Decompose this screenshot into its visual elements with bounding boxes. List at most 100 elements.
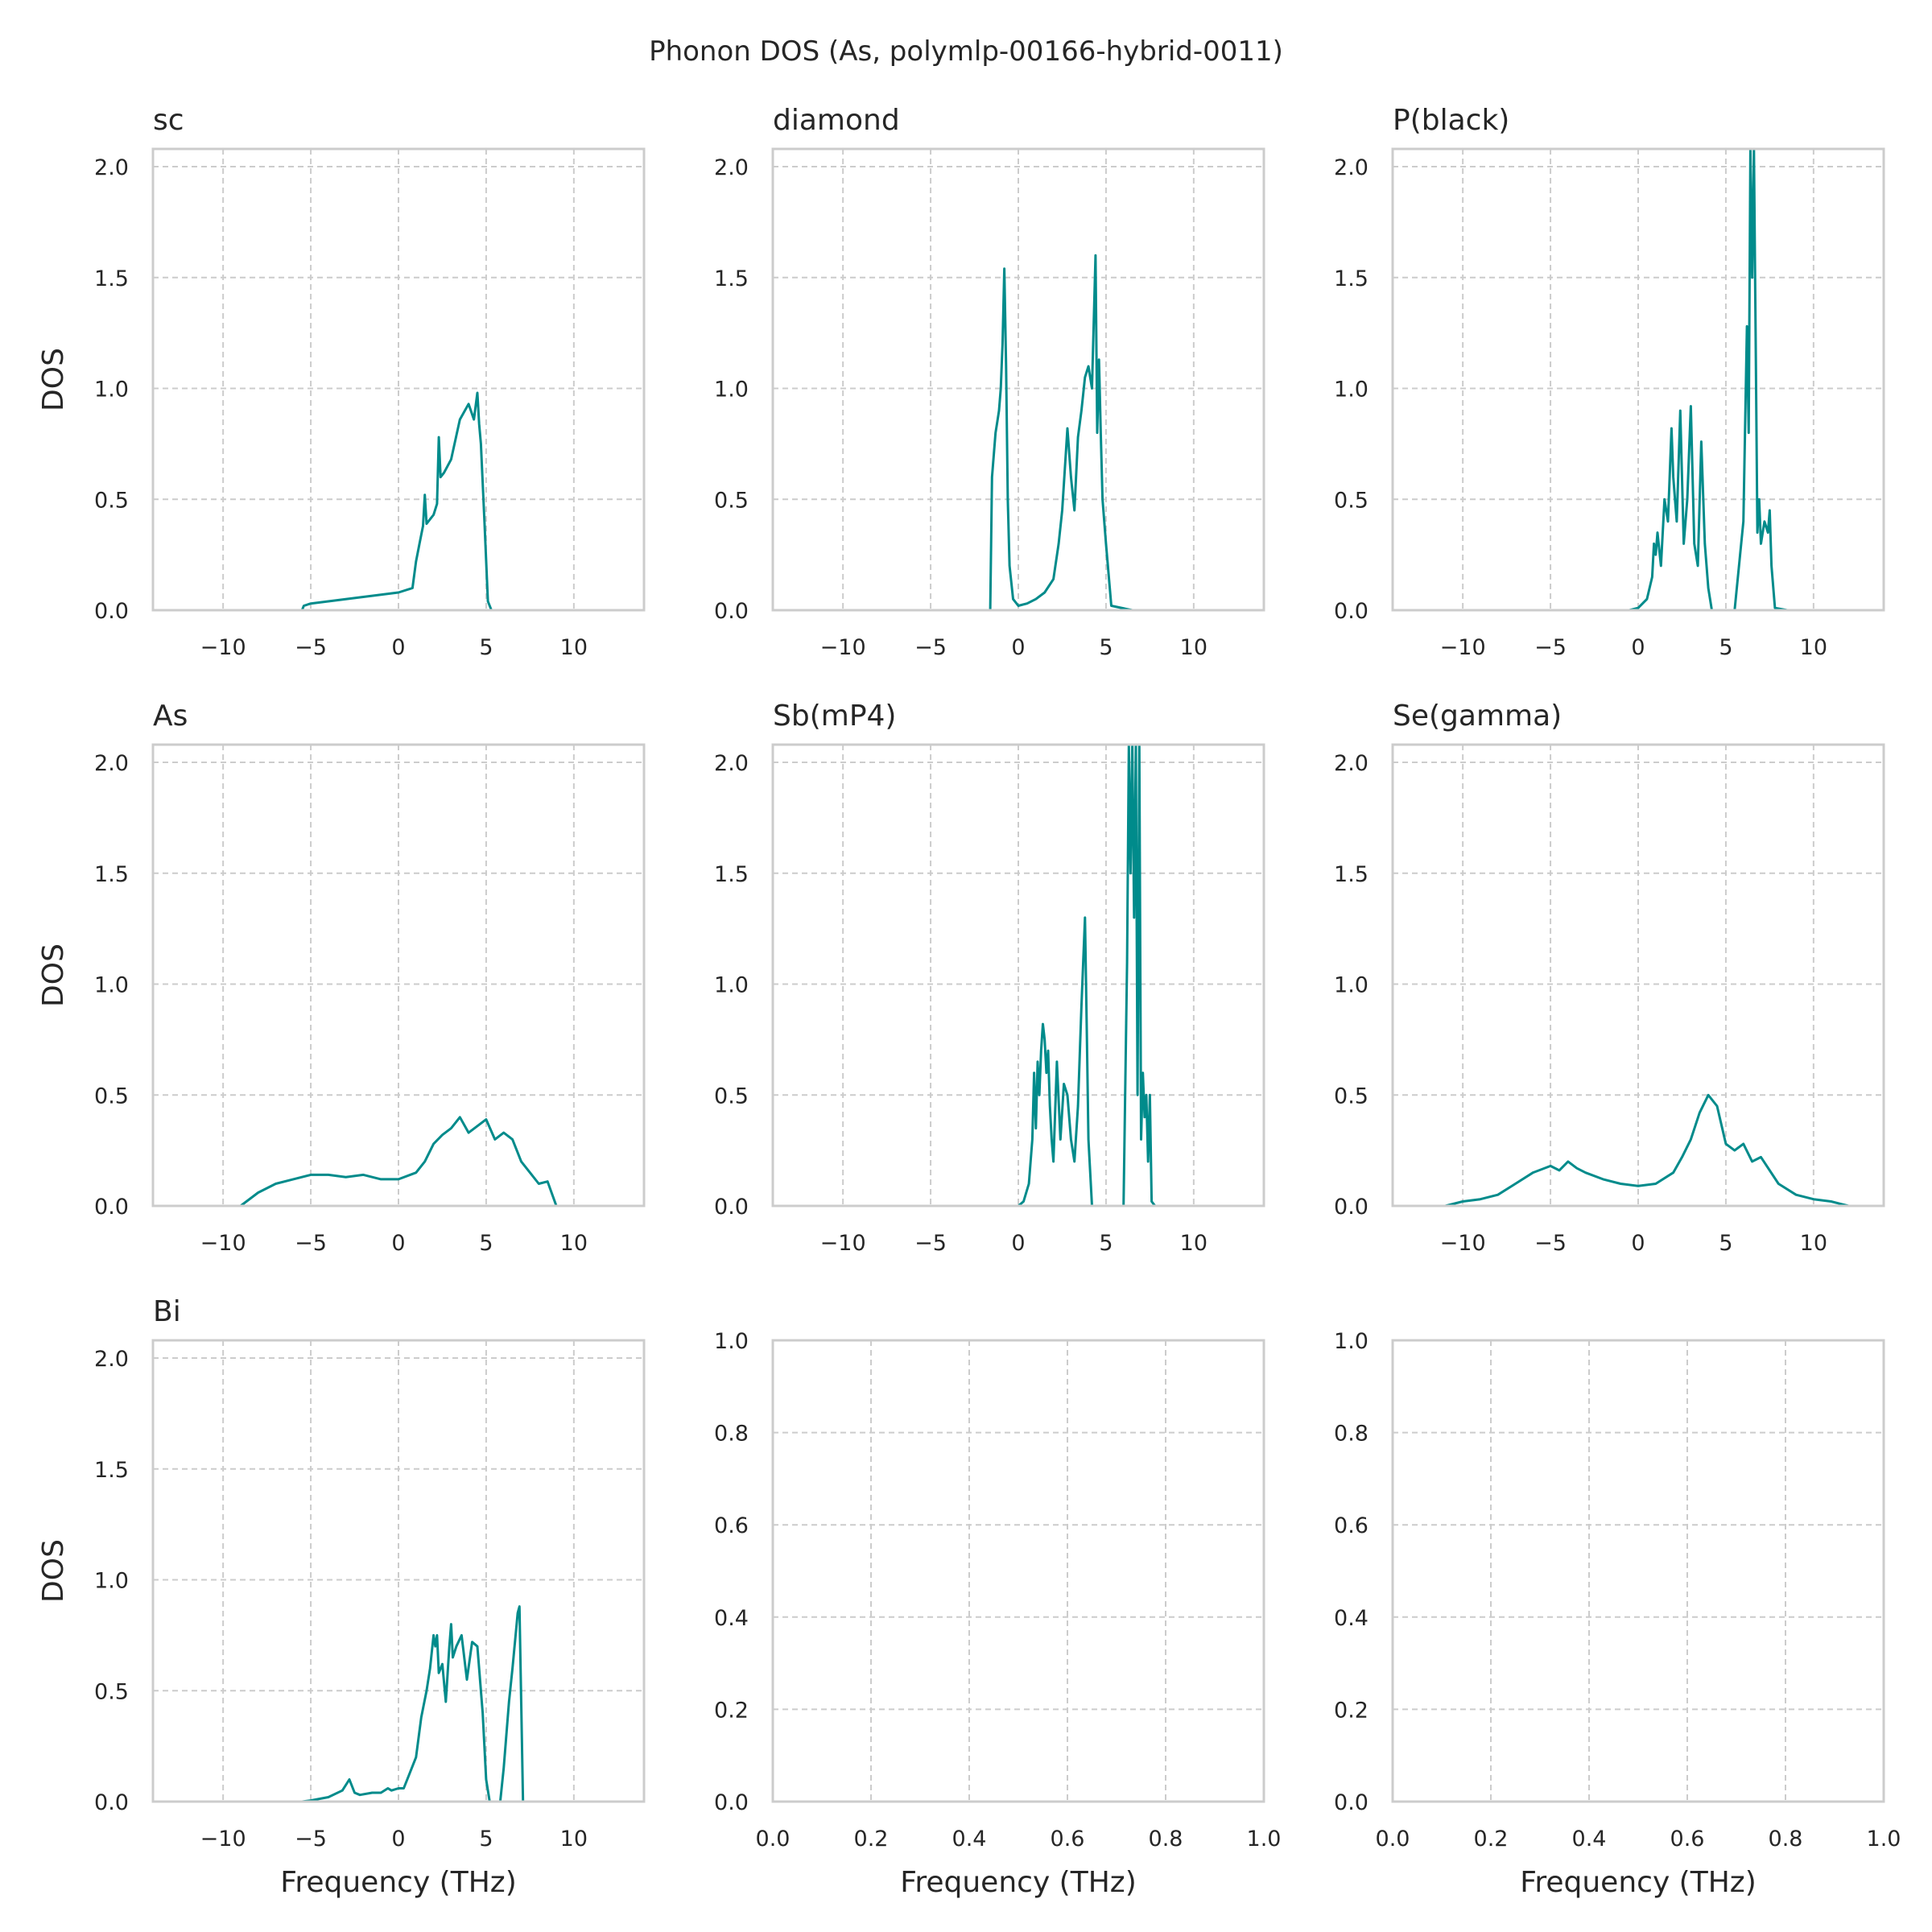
x-tick-label: 1.0 bbox=[1867, 1827, 1901, 1852]
x-axis-label: Frequency (THz) bbox=[280, 1866, 516, 1899]
x-tick-label: 10 bbox=[1800, 635, 1827, 660]
y-tick-label: 0.4 bbox=[1334, 1606, 1368, 1631]
y-tick-label: 0.0 bbox=[1334, 1195, 1368, 1220]
x-axis-label: Frequency (THz) bbox=[1520, 1866, 1756, 1899]
x-tick-label: 5 bbox=[479, 1231, 493, 1256]
x-tick-label: 10 bbox=[560, 635, 588, 660]
y-tick-label: 0.5 bbox=[1334, 1084, 1368, 1108]
subplot-title: Bi bbox=[153, 1295, 181, 1328]
x-tick-label: 0 bbox=[391, 1827, 405, 1852]
y-tick-label: 0.5 bbox=[94, 1679, 129, 1704]
x-tick-label: 10 bbox=[1180, 1231, 1208, 1256]
subplot-1: −10 −5 0 5 10 0.0 0.5 1.0 1.5 2.0 sc DOS bbox=[37, 104, 646, 660]
x-tick-label: 5 bbox=[1719, 1231, 1732, 1256]
y-tick-label: 1.5 bbox=[94, 1458, 129, 1483]
subplot-title: P(black) bbox=[1393, 104, 1509, 137]
dos-line-2-1 bbox=[974, 254, 1133, 610]
x-tick-label: −5 bbox=[914, 635, 947, 660]
y-tick-label: 0.0 bbox=[714, 1195, 749, 1220]
x-tick-label: 5 bbox=[479, 635, 493, 660]
dos-line-1-1 bbox=[275, 391, 513, 610]
y-tick-label: 0.0 bbox=[94, 599, 129, 624]
y-tick-label: 2.0 bbox=[94, 1347, 129, 1372]
dos-line-4-1 bbox=[196, 1116, 583, 1206]
subplot-title: sc bbox=[153, 104, 184, 137]
y-tick-label: 1.0 bbox=[714, 1329, 749, 1354]
axes-frame bbox=[1391, 147, 1885, 612]
x-tick-label: 0.8 bbox=[1769, 1827, 1803, 1852]
x-tick-label: 0.0 bbox=[756, 1827, 791, 1852]
y-tick-label: 1.0 bbox=[714, 378, 749, 402]
x-tick-label: 0 bbox=[391, 635, 405, 660]
y-tick-label: 1.0 bbox=[94, 1569, 129, 1594]
axes-frame bbox=[151, 743, 646, 1208]
x-tick-label: −10 bbox=[200, 1827, 246, 1852]
y-tick-label: 1.5 bbox=[94, 862, 129, 887]
dos-line-3-1 bbox=[1620, 149, 1788, 610]
axes-frame bbox=[1391, 743, 1885, 1208]
x-tick-label: 0.6 bbox=[1670, 1827, 1705, 1852]
dos-line-7-1 bbox=[293, 1605, 543, 1802]
x-tick-label: 0.4 bbox=[1572, 1827, 1607, 1852]
y-tick-label: 2.0 bbox=[714, 751, 749, 776]
y-tick-label: 0.0 bbox=[714, 1790, 749, 1815]
y-tick-label: 0.6 bbox=[714, 1513, 749, 1538]
x-tick-label: 0.2 bbox=[854, 1827, 889, 1852]
y-tick-label: 0.0 bbox=[1334, 1790, 1368, 1815]
subplot-7: −10 −5 0 5 10 0.0 0.5 1.0 1.5 2.0 Bi DOS Frequency (… bbox=[37, 1295, 646, 1899]
dos-line-6-1 bbox=[1401, 1093, 1880, 1206]
y-tick-label: 0.0 bbox=[714, 599, 749, 624]
y-tick-label: 2.0 bbox=[94, 155, 129, 180]
x-tick-label: 0.2 bbox=[1474, 1827, 1509, 1852]
x-tick-label: 1.0 bbox=[1247, 1827, 1282, 1852]
x-tick-label: 0 bbox=[1631, 1231, 1645, 1256]
x-tick-label: 0.6 bbox=[1051, 1827, 1085, 1852]
y-tick-label: 0.5 bbox=[94, 488, 129, 513]
subplot-4: −10 −5 0 5 10 0.0 0.5 1.0 1.5 2.0 As DOS bbox=[37, 700, 646, 1256]
y-tick-label: 0.0 bbox=[94, 1790, 129, 1815]
y-tick-label: 2.0 bbox=[94, 751, 129, 776]
y-tick-label: 1.0 bbox=[1334, 973, 1368, 998]
x-tick-label: −10 bbox=[1440, 635, 1486, 660]
axes-frame bbox=[771, 147, 1265, 612]
y-tick-label: 1.5 bbox=[714, 266, 749, 291]
y-tick-label: 1.0 bbox=[1334, 1329, 1368, 1354]
y-tick-label: 0.5 bbox=[94, 1084, 129, 1108]
x-tick-label: 0.4 bbox=[952, 1827, 987, 1852]
x-tick-label: 0.8 bbox=[1149, 1827, 1183, 1852]
subplot-6: −10 −5 0 5 10 0.0 0.5 1.0 1.5 2.0 Se(gamma) bbox=[1334, 700, 1885, 1256]
x-tick-label: 5 bbox=[1099, 1231, 1113, 1256]
x-tick-label: −10 bbox=[1440, 1231, 1486, 1256]
subplot-title: Se(gamma) bbox=[1393, 700, 1562, 733]
x-tick-label: 10 bbox=[1800, 1231, 1827, 1256]
x-tick-label: −10 bbox=[200, 635, 246, 660]
x-tick-label: −5 bbox=[295, 1231, 327, 1256]
y-tick-label: 0.4 bbox=[714, 1606, 749, 1631]
x-tick-label: −10 bbox=[820, 1231, 866, 1256]
x-tick-label: −5 bbox=[295, 635, 327, 660]
figure-suptitle: Phonon DOS (As, polymlp-00166-hybrid-001… bbox=[649, 35, 1283, 68]
y-tick-label: 0.0 bbox=[1334, 599, 1368, 624]
y-axis-label: DOS bbox=[37, 943, 70, 1007]
x-axis-label: Frequency (THz) bbox=[900, 1866, 1136, 1899]
x-tick-label: 5 bbox=[1719, 635, 1732, 660]
y-tick-label: 1.5 bbox=[94, 266, 129, 291]
axes-frame bbox=[151, 1339, 646, 1803]
subplot-8: 0.0 0.2 0.4 0.6 0.8 1.0 0.0 0.2 0.4 0.6 0.8 1.0 Freq… bbox=[714, 1329, 1281, 1899]
axes-frame bbox=[151, 147, 646, 612]
x-tick-label: 10 bbox=[560, 1231, 588, 1256]
y-tick-label: 1.0 bbox=[714, 973, 749, 998]
x-tick-label: −10 bbox=[200, 1231, 246, 1256]
y-tick-label: 2.0 bbox=[1334, 751, 1368, 776]
subplot-3: −10 −5 0 5 10 0.0 0.5 1.0 1.5 2.0 P(black) bbox=[1334, 104, 1885, 660]
y-tick-label: 0.5 bbox=[714, 488, 749, 513]
dos-line-5-1 bbox=[1009, 745, 1162, 1206]
y-tick-label: 0.5 bbox=[1334, 488, 1368, 513]
x-tick-label: 10 bbox=[1180, 635, 1208, 660]
y-tick-label: 1.5 bbox=[714, 862, 749, 887]
subplot-title: Sb(mP4) bbox=[773, 700, 896, 733]
y-tick-label: 1.0 bbox=[94, 973, 129, 998]
x-tick-label: 0 bbox=[1011, 635, 1025, 660]
subplot-title: diamond bbox=[773, 104, 900, 137]
x-tick-label: −5 bbox=[1534, 635, 1567, 660]
